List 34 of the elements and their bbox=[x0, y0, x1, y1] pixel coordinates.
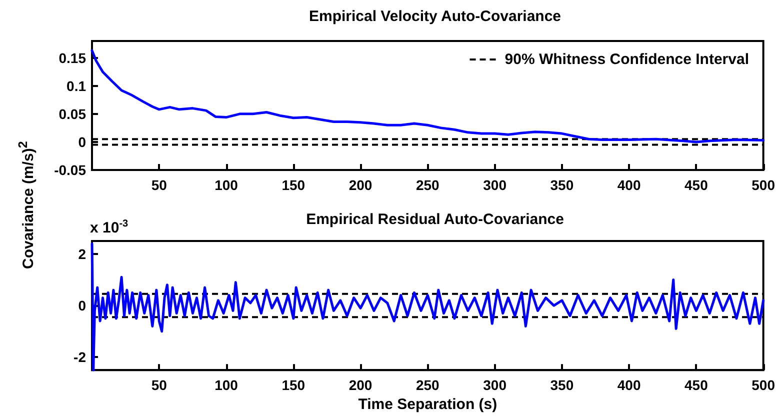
x-tick-label: 500 bbox=[752, 177, 776, 193]
x-tick-label: 200 bbox=[348, 377, 372, 394]
y-tick-label: 0.05 bbox=[58, 106, 86, 122]
x-tick-label: 500 bbox=[752, 377, 776, 394]
x-tick-label: 50 bbox=[151, 377, 168, 394]
legend-label: 90% Whitness Confidence Interval bbox=[504, 51, 750, 68]
x-tick-label: 350 bbox=[550, 177, 574, 193]
x-axis-title: Time Separation (s) bbox=[358, 396, 498, 413]
line-series bbox=[90, 49, 765, 144]
x-tick-label: 150 bbox=[282, 177, 306, 193]
x-tick-label: 350 bbox=[550, 377, 574, 394]
y-tick-label: -2 bbox=[74, 349, 86, 366]
line-series bbox=[90, 242, 765, 372]
x-tick-label: 450 bbox=[684, 177, 708, 193]
x-tick-label: 200 bbox=[348, 177, 372, 193]
x-tick-label: 450 bbox=[684, 377, 708, 394]
y-tick-label: 0 bbox=[78, 134, 86, 150]
x-tick-label: 400 bbox=[617, 177, 641, 193]
y-tick-label: -0.05 bbox=[54, 162, 86, 178]
x-tick-label: 300 bbox=[483, 377, 507, 394]
x-tick-label: 250 bbox=[416, 177, 440, 193]
x-tick-label: 150 bbox=[282, 377, 306, 394]
x-tick-label: 100 bbox=[214, 177, 238, 193]
x-tick-label: 250 bbox=[416, 377, 440, 394]
x-tick-label: 400 bbox=[617, 377, 641, 394]
x-tick-label: 300 bbox=[483, 177, 507, 193]
y-tick-label: 0.1 bbox=[66, 78, 86, 94]
y-tick-label: 0.15 bbox=[58, 50, 86, 66]
y-tick-label: 2 bbox=[78, 246, 86, 262]
x-tick-label: 50 bbox=[151, 177, 168, 193]
chart-title: Empirical Velocity Auto-Covariance bbox=[308, 8, 562, 25]
x-tick-label: 100 bbox=[214, 377, 238, 394]
chart-title: Empirical Residual Auto-Covariance bbox=[306, 211, 564, 228]
y-tick-label: 0 bbox=[78, 298, 86, 314]
